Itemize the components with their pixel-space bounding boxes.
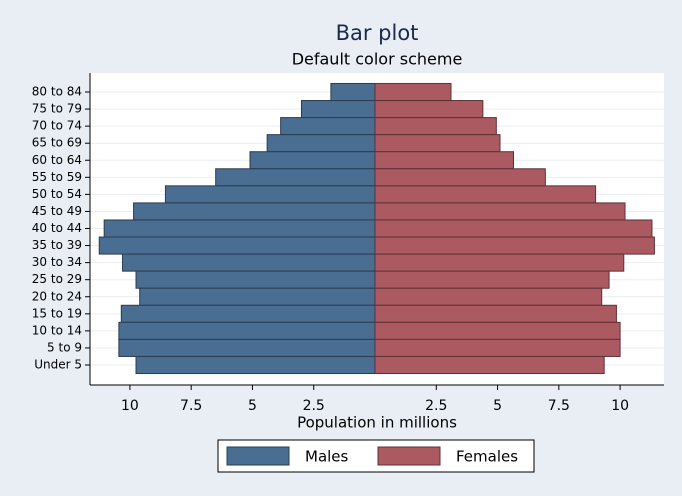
bar [374, 338, 621, 357]
bar [280, 117, 376, 136]
y-tick-label: 55 to 59 [32, 170, 82, 184]
y-tick-label: 50 to 54 [32, 187, 82, 201]
y-tick-label: 75 to 79 [32, 102, 82, 116]
x-tick-label: 10 [121, 398, 139, 414]
y-tick-label: 65 to 69 [32, 136, 82, 150]
x-tick-label: 2.5 [425, 398, 447, 414]
bar [374, 219, 653, 238]
bar [215, 168, 376, 187]
bar [374, 287, 603, 306]
bar [374, 134, 501, 153]
x-tick-label: 5 [248, 398, 257, 414]
legend-label: Males [305, 448, 349, 466]
y-tick-label: 30 to 34 [32, 255, 82, 269]
y-tick-label: 60 to 64 [32, 153, 82, 167]
bar [374, 151, 514, 170]
bar [120, 304, 376, 323]
bar [374, 202, 626, 221]
chart-title: Bar plot [336, 21, 419, 45]
y-tick-label: 40 to 44 [32, 221, 82, 235]
y-tick-label: 20 to 24 [32, 289, 82, 303]
bar [139, 287, 376, 306]
bar [103, 219, 376, 238]
bar [374, 355, 605, 375]
bar [374, 117, 497, 136]
y-tick-label: 35 to 39 [32, 238, 82, 252]
bar [374, 270, 610, 289]
bar [374, 168, 546, 187]
bar [266, 134, 376, 153]
y-tick-label: 5 to 9 [47, 340, 82, 354]
bar [135, 270, 376, 289]
bar [249, 151, 376, 170]
y-tick-label: 15 to 19 [32, 306, 82, 320]
bar [374, 185, 597, 204]
y-tick-label: 25 to 29 [32, 272, 82, 286]
bar [374, 304, 617, 323]
bar [330, 82, 376, 102]
bar [118, 321, 376, 340]
y-tick-label: 80 to 84 [32, 85, 82, 99]
y-tick-label: 45 to 49 [32, 204, 82, 218]
bar [118, 338, 376, 357]
bar [135, 355, 376, 375]
bar [122, 253, 376, 272]
x-axis-title: Population in millions [297, 414, 457, 432]
x-tick-label: 10 [611, 398, 629, 414]
bar [374, 321, 621, 340]
bar [374, 100, 484, 119]
chart-subtitle: Default color scheme [292, 50, 463, 69]
legend-label: Females [456, 448, 518, 466]
x-tick-label: 5 [493, 398, 502, 414]
bar [374, 82, 452, 102]
x-tick-label: 7.5 [548, 398, 570, 414]
bar [133, 202, 376, 221]
y-tick-label: 70 to 74 [32, 119, 82, 133]
x-tick-label: 2.5 [303, 398, 325, 414]
legend-swatch [226, 446, 290, 466]
bar [300, 100, 376, 119]
y-tick-label: Under 5 [34, 358, 82, 372]
bar [164, 185, 376, 204]
bar [374, 253, 625, 272]
y-tick-label: 10 to 14 [32, 323, 82, 337]
bar [98, 236, 376, 255]
bar [374, 236, 655, 255]
x-tick-label: 7.5 [180, 398, 202, 414]
legend-swatch [377, 446, 441, 466]
